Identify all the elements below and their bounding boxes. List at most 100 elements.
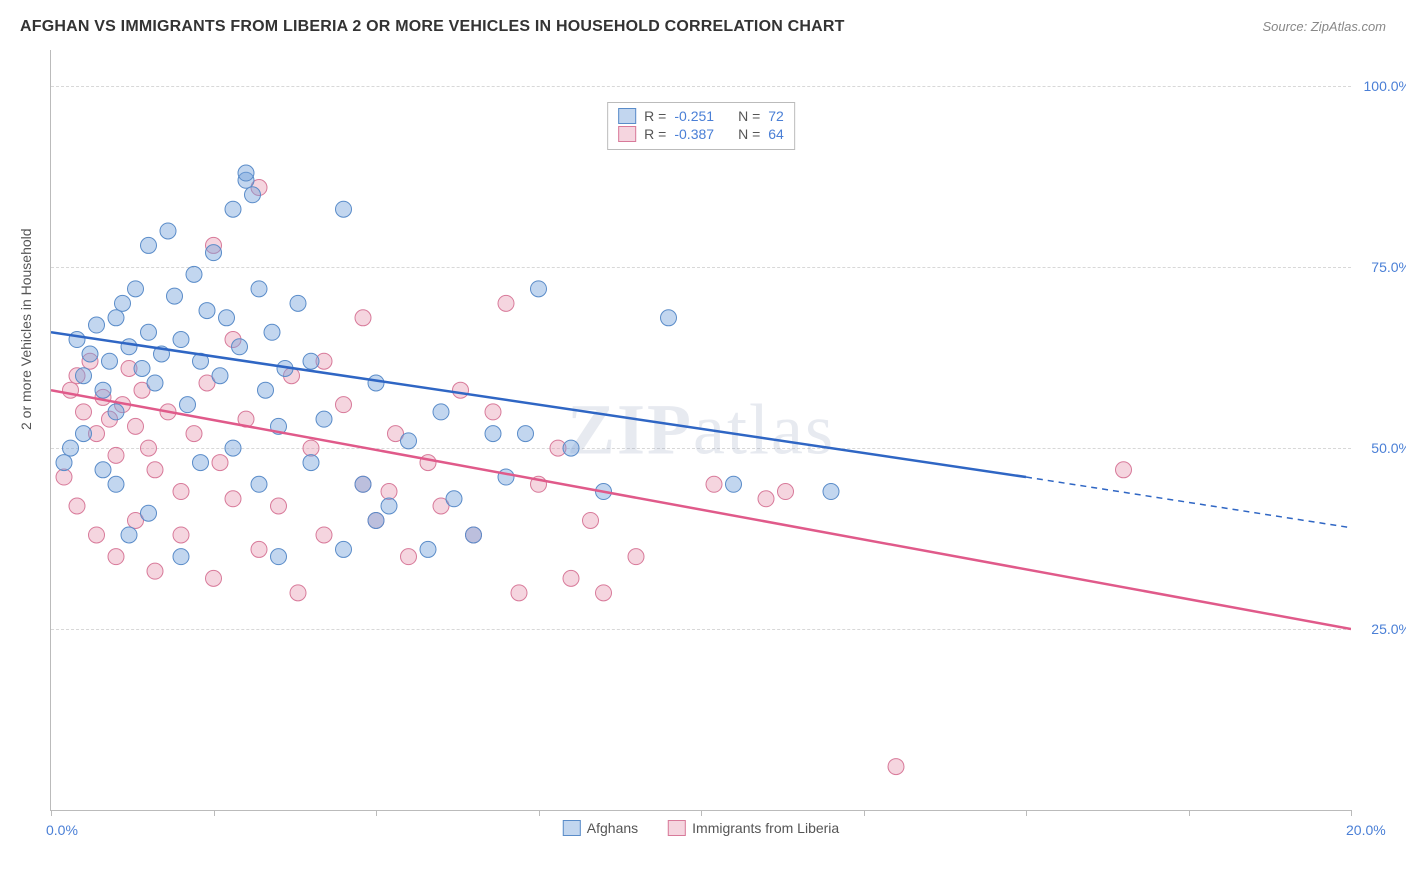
scatter-point	[290, 585, 306, 601]
scatter-point	[303, 440, 319, 456]
scatter-point	[186, 426, 202, 442]
y-axis-label: 2 or more Vehicles in Household	[18, 228, 34, 430]
n-value-afghans: 72	[768, 108, 784, 124]
scatter-point	[368, 512, 384, 528]
scatter-point	[128, 418, 144, 434]
scatter-point	[251, 476, 267, 492]
r-label: R =	[644, 126, 666, 142]
scatter-point	[888, 759, 904, 775]
scatter-point	[355, 476, 371, 492]
scatter-point	[173, 332, 189, 348]
scatter-point	[225, 201, 241, 217]
trend-line-extrapolated	[1026, 477, 1351, 528]
scatter-point	[69, 498, 85, 514]
scatter-point	[141, 440, 157, 456]
scatter-point	[401, 433, 417, 449]
scatter-point	[147, 375, 163, 391]
scatter-point	[498, 469, 514, 485]
source-label: Source: ZipAtlas.com	[1262, 19, 1386, 34]
scatter-point	[290, 295, 306, 311]
scatter-point	[69, 332, 85, 348]
xtick	[376, 810, 377, 816]
scatter-point	[128, 281, 144, 297]
xtick	[1026, 810, 1027, 816]
scatter-point	[95, 382, 111, 398]
scatter-point	[420, 455, 436, 471]
swatch-afghans-icon	[563, 820, 581, 836]
scatter-point	[583, 512, 599, 528]
xtick	[1351, 810, 1352, 816]
scatter-point	[433, 404, 449, 420]
scatter-point	[219, 310, 235, 326]
xtick	[539, 810, 540, 816]
scatter-point	[251, 541, 267, 557]
legend-item-afghans: Afghans	[563, 820, 638, 836]
scatter-point	[180, 397, 196, 413]
scatter-point	[108, 549, 124, 565]
chart-title: AFGHAN VS IMMIGRANTS FROM LIBERIA 2 OR M…	[20, 18, 845, 36]
xtick	[701, 810, 702, 816]
chart-plot-area: ZIPatlas R = -0.251 N = 72 R = -0.387 N …	[50, 50, 1351, 811]
scatter-point	[89, 317, 105, 333]
scatter-point	[401, 549, 417, 565]
scatter-point	[173, 484, 189, 500]
r-value-afghans: -0.251	[674, 108, 714, 124]
xtick	[1189, 810, 1190, 816]
stats-legend-box: R = -0.251 N = 72 R = -0.387 N = 64	[607, 102, 795, 150]
legend-label-afghans: Afghans	[587, 820, 638, 836]
legend-label-liberia: Immigrants from Liberia	[692, 820, 839, 836]
scatter-point	[271, 549, 287, 565]
scatter-point	[173, 527, 189, 543]
swatch-liberia-icon	[668, 820, 686, 836]
scatter-point	[336, 397, 352, 413]
xtick	[214, 810, 215, 816]
xtick-label: 0.0%	[46, 822, 78, 838]
scatter-point	[89, 527, 105, 543]
scatter-point	[121, 339, 137, 355]
scatter-point	[82, 346, 98, 362]
scatter-point	[108, 447, 124, 463]
scatter-point	[102, 353, 118, 369]
scatter-point	[76, 404, 92, 420]
scatter-point	[141, 505, 157, 521]
r-value-liberia: -0.387	[674, 126, 714, 142]
scatter-point	[778, 484, 794, 500]
scatter-point	[466, 527, 482, 543]
scatter-point	[258, 382, 274, 398]
scatter-point	[245, 187, 261, 203]
scatter-point	[167, 288, 183, 304]
scatter-point	[264, 324, 280, 340]
scatter-point	[212, 368, 228, 384]
scatter-point	[485, 404, 501, 420]
scatter-point	[212, 455, 228, 471]
scatter-point	[303, 353, 319, 369]
scatter-point	[206, 245, 222, 261]
ytick-label: 75.0%	[1356, 259, 1406, 275]
stats-row-liberia: R = -0.387 N = 64	[618, 125, 784, 143]
scatter-point	[628, 549, 644, 565]
scatter-point	[706, 476, 722, 492]
scatter-point	[563, 570, 579, 586]
scatter-point	[95, 462, 111, 478]
scatter-point	[251, 281, 267, 297]
r-label: R =	[644, 108, 666, 124]
swatch-afghans	[618, 108, 636, 124]
scatter-point	[420, 541, 436, 557]
scatter-point	[381, 484, 397, 500]
scatter-point	[108, 404, 124, 420]
scatter-point	[446, 491, 462, 507]
scatter-point	[56, 455, 72, 471]
scatter-point	[193, 455, 209, 471]
scatter-point	[271, 498, 287, 514]
scatter-point	[336, 201, 352, 217]
scatter-point	[303, 455, 319, 471]
scatter-point	[115, 295, 131, 311]
scatter-point	[1116, 462, 1132, 478]
n-label: N =	[738, 108, 760, 124]
scatter-point	[511, 585, 527, 601]
legend-item-liberia: Immigrants from Liberia	[668, 820, 839, 836]
scatter-point	[368, 375, 384, 391]
xtick	[51, 810, 52, 816]
scatter-point	[336, 541, 352, 557]
scatter-point	[199, 303, 215, 319]
